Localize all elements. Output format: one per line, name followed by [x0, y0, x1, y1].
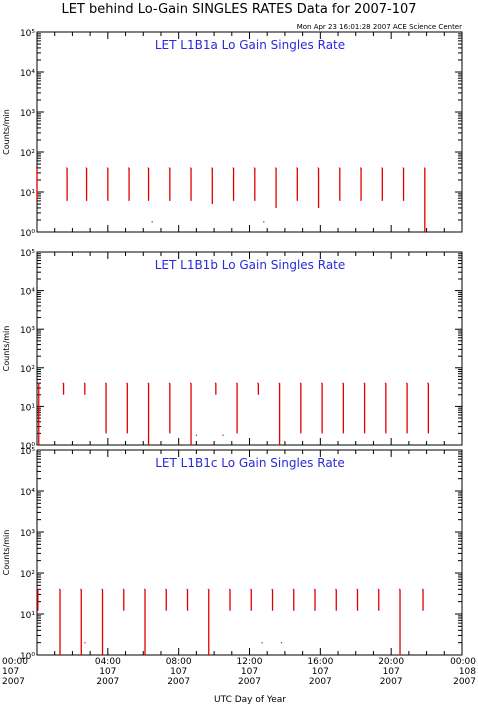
y-tick-label: 10⁰	[20, 442, 35, 452]
x-tick-label-day: 107	[383, 667, 400, 677]
x-axis-tick-labels: 00:00107200704:00107200708:00107200712:0…	[2, 657, 476, 687]
y-tick-label: 10⁴	[20, 69, 35, 79]
panel-title: LET L1B1c Lo Gain Singles Rate	[155, 456, 345, 470]
y-tick-label: 10¹	[20, 403, 35, 413]
y-tick-label: 10²	[20, 570, 35, 580]
data-point	[222, 434, 224, 436]
x-tick-label-year: 2007	[238, 677, 261, 687]
y-tick-label: 10⁵	[20, 447, 35, 457]
x-tick-label-day: 107	[99, 667, 116, 677]
chart-panels: 10⁰ 10¹ 10² 10³ 10⁴ 10⁵ Counts/min LET L1B1a Lo…	[2, 29, 463, 662]
y-tick-label: 10³	[20, 529, 35, 539]
data-point	[263, 221, 265, 223]
y-tick-label: 10¹	[20, 189, 35, 199]
y-axis-label: Counts/min	[2, 326, 11, 372]
x-tick-label-year: 2007	[453, 677, 476, 687]
x-tick-label-year: 2007	[2, 677, 25, 687]
y-axis-label: Counts/min	[2, 530, 11, 576]
y-tick-label: 10⁰	[20, 229, 35, 239]
x-tick-label-year: 2007	[96, 677, 119, 687]
plot-frame	[36, 449, 463, 656]
data-point	[261, 642, 263, 644]
y-tick-label: 10²	[20, 149, 35, 159]
x-tick-label-year: 2007	[167, 677, 190, 687]
x-tick-label-time: 20:00	[378, 657, 404, 667]
y-tick-label: 10³	[20, 326, 35, 336]
data-point	[280, 642, 283, 644]
y-axis-label: Counts/min	[2, 109, 11, 155]
x-tick-label-time: 16:00	[307, 657, 333, 667]
x-tick-label-time: 08:00	[166, 657, 192, 667]
x-tick-label-year: 2007	[380, 677, 403, 687]
y-tick-label: 10⁵	[20, 249, 35, 259]
x-tick-label-day: 108	[459, 667, 476, 677]
x-tick-label-day: 107	[2, 667, 19, 677]
y-tick-label: 10⁴	[20, 488, 35, 498]
plot-frame	[36, 251, 463, 446]
x-tick-label-time: 00:00	[450, 657, 476, 667]
x-tick-label-day: 107	[241, 667, 258, 677]
data-point	[84, 642, 86, 644]
x-tick-label-day: 107	[170, 667, 187, 677]
data-point	[151, 221, 153, 223]
y-tick-label: 10⁰	[20, 652, 35, 662]
panel-title: LET L1B1a Lo Gain Singles Rate	[155, 38, 345, 52]
y-tick-label: 10⁴	[20, 288, 35, 298]
timestamp-label: Mon Apr 23 16:01:28 2007 ACE Science Cen…	[297, 23, 462, 31]
chart-panel: 10⁰ 10¹ 10² 10³ 10⁴ 10⁵ Counts/min LET L1B1c Lo…	[2, 447, 463, 662]
y-tick-label: 10¹	[20, 611, 35, 621]
chart-panel: 10⁰ 10¹ 10² 10³ 10⁴ 10⁵ Counts/min LET L1B1a Lo…	[2, 29, 463, 239]
plot-frame	[36, 31, 463, 233]
data-point	[195, 434, 198, 436]
y-tick-label: 10⁵	[20, 29, 35, 39]
chart-panel: 10⁰ 10¹ 10² 10³ 10⁴ 10⁵ Counts/min LET L1B1b Lo…	[2, 249, 463, 452]
x-tick-label-time: 00:00	[2, 657, 28, 667]
figure-title: LET behind Lo-Gain SINGLES RATES Data fo…	[61, 2, 416, 17]
x-tick-label-time: 12:00	[237, 657, 263, 667]
x-tick-label-year: 2007	[309, 677, 332, 687]
y-tick-label: 10³	[20, 109, 35, 119]
y-tick-label: 10²	[20, 365, 35, 375]
panel-title: LET L1B1b Lo Gain Singles Rate	[155, 258, 346, 272]
x-axis-label: UTC Day of Year	[214, 695, 286, 704]
x-tick-label-day: 107	[312, 667, 329, 677]
x-tick-label-time: 04:00	[95, 657, 121, 667]
